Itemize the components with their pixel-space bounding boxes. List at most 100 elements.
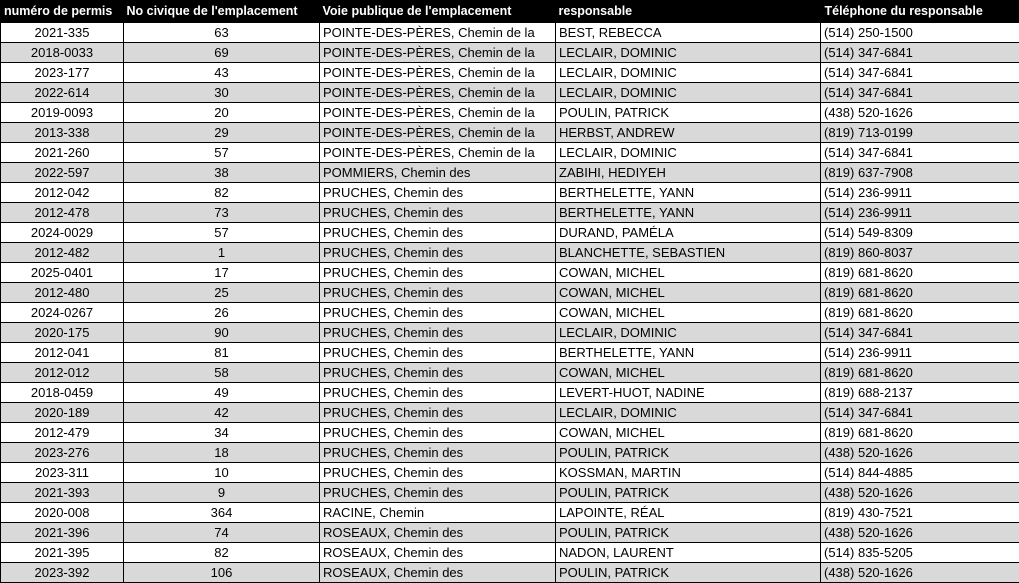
header-responsible: responsable: [556, 1, 821, 23]
table-cell: RACINE, Chemin: [320, 503, 556, 523]
header-phone: Téléphone du responsable: [821, 1, 1019, 23]
table-cell: LEVERT-HUOT, NADINE: [556, 383, 821, 403]
table-cell: POMMIERS, Chemin des: [320, 163, 556, 183]
table-cell: COWAN, MICHEL: [556, 303, 821, 323]
table-cell: LECLAIR, DOMINIC: [556, 63, 821, 83]
table-cell: LAPOINTE, RÉAL: [556, 503, 821, 523]
table-cell: (819) 688-2137: [821, 383, 1019, 403]
table-cell: 49: [124, 383, 320, 403]
table-cell: 30: [124, 83, 320, 103]
table-cell: PRUCHES, Chemin des: [320, 423, 556, 443]
table-cell: POINTE-DES-PÈRES, Chemin de la: [320, 143, 556, 163]
table-cell: 38: [124, 163, 320, 183]
table-cell: (819) 681-8620: [821, 283, 1019, 303]
table-cell: 63: [124, 23, 320, 43]
table-cell: HERBST, ANDREW: [556, 123, 821, 143]
table-cell: 106: [124, 563, 320, 583]
table-cell: 2021-335: [1, 23, 124, 43]
table-cell: BERTHELETTE, YANN: [556, 203, 821, 223]
table-cell: (514) 347-6841: [821, 83, 1019, 103]
table-cell: 42: [124, 403, 320, 423]
table-cell: LECLAIR, DOMINIC: [556, 143, 821, 163]
table-cell: 26: [124, 303, 320, 323]
table-cell: POINTE-DES-PÈRES, Chemin de la: [320, 63, 556, 83]
table-cell: BERTHELETTE, YANN: [556, 343, 821, 363]
table-cell: KOSSMAN, MARTIN: [556, 463, 821, 483]
table-cell: (438) 520-1626: [821, 563, 1019, 583]
table-cell: LECLAIR, DOMINIC: [556, 83, 821, 103]
table-cell: 18: [124, 443, 320, 463]
table-cell: POINTE-DES-PÈRES, Chemin de la: [320, 23, 556, 43]
table-cell: BLANCHETTE, SEBASTIEN: [556, 243, 821, 263]
table-cell: PRUCHES, Chemin des: [320, 323, 556, 343]
table-cell: 2020-008: [1, 503, 124, 523]
table-cell: POULIN, PATRICK: [556, 563, 821, 583]
table-cell: COWAN, MICHEL: [556, 263, 821, 283]
table-cell: POINTE-DES-PÈRES, Chemin de la: [320, 103, 556, 123]
table-cell: 17: [124, 263, 320, 283]
table-cell: 29: [124, 123, 320, 143]
table-cell: 25: [124, 283, 320, 303]
table-cell: 9: [124, 483, 320, 503]
table-cell: 2012-482: [1, 243, 124, 263]
table-cell: (514) 250-1500: [821, 23, 1019, 43]
table-cell: (514) 549-8309: [821, 223, 1019, 243]
table-cell: COWAN, MICHEL: [556, 283, 821, 303]
table-cell: 34: [124, 423, 320, 443]
table-cell: 82: [124, 183, 320, 203]
table-cell: 2020-189: [1, 403, 124, 423]
table-cell: (514) 236-9911: [821, 183, 1019, 203]
table-cell: 2023-311: [1, 463, 124, 483]
table-cell: (819) 637-7908: [821, 163, 1019, 183]
table-cell: (819) 681-8620: [821, 303, 1019, 323]
table-cell: 2012-480: [1, 283, 124, 303]
table-cell: (514) 236-9911: [821, 343, 1019, 363]
table-cell: 2012-479: [1, 423, 124, 443]
table-cell: LECLAIR, DOMINIC: [556, 403, 821, 423]
header-public-road: Voie publique de l'emplacement: [320, 1, 556, 23]
table-cell: (819) 713-0199: [821, 123, 1019, 143]
table-cell: PRUCHES, Chemin des: [320, 203, 556, 223]
table-cell: 57: [124, 223, 320, 243]
table-cell: 2022-597: [1, 163, 124, 183]
table-cell: PRUCHES, Chemin des: [320, 403, 556, 423]
table-cell: 57: [124, 143, 320, 163]
table-cell: 2012-478: [1, 203, 124, 223]
table-cell: PRUCHES, Chemin des: [320, 243, 556, 263]
table-cell: 1: [124, 243, 320, 263]
table-cell: 90: [124, 323, 320, 343]
table-cell: (514) 236-9911: [821, 203, 1019, 223]
table-cell: PRUCHES, Chemin des: [320, 303, 556, 323]
header-permit-number: numéro de permis: [1, 1, 124, 23]
table-cell: LECLAIR, DOMINIC: [556, 323, 821, 343]
table-cell: (514) 347-6841: [821, 63, 1019, 83]
table-cell: 2025-0401: [1, 263, 124, 283]
table-cell: (514) 835-5205: [821, 543, 1019, 563]
table-cell: BERTHELETTE, YANN: [556, 183, 821, 203]
table-cell: 2023-392: [1, 563, 124, 583]
table-cell: ZABIHI, HEDIYEH: [556, 163, 821, 183]
table-cell: (438) 520-1626: [821, 443, 1019, 463]
table-cell: 69: [124, 43, 320, 63]
table-cell: 2019-0093: [1, 103, 124, 123]
